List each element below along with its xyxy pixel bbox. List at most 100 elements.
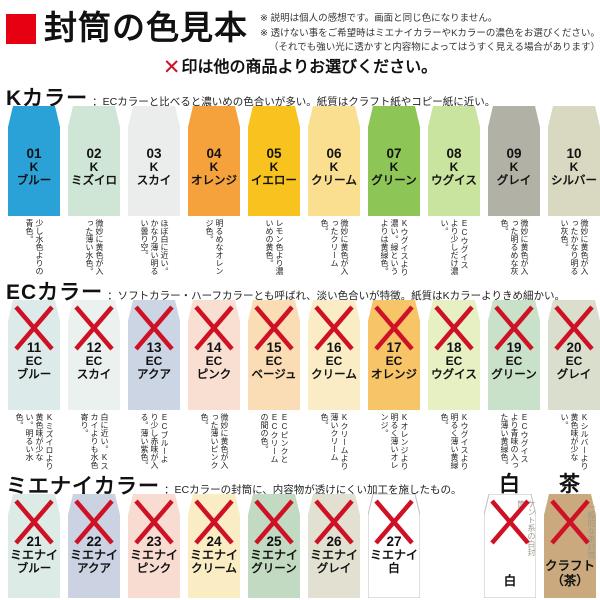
color-swatch: 09 K グレイ 微妙に黄色が入った明るめな灰色。 xyxy=(484,106,544,276)
swatch-color-name: グリーン xyxy=(251,562,297,575)
x-mark-icon xyxy=(134,305,174,351)
color-swatch: 04 K オレンジ 明るめなオレンジ色。 xyxy=(184,106,244,276)
swatch-color-name: ベージュ xyxy=(251,368,297,381)
swatch-label: 20 EC グレイ xyxy=(548,340,600,381)
swatch-label: 24 ミエナイ クリーム xyxy=(188,534,240,575)
swatch-number: 11 xyxy=(26,340,42,355)
x-mark-icon xyxy=(490,499,530,545)
swatch-description: Kウグイスより濃い。緑というよりは黄緑色。 xyxy=(380,219,409,276)
envelope-graphic xyxy=(188,494,240,598)
envelope-graphic xyxy=(188,106,240,216)
swatch-row-k: 01 K ブルー 少し水色よりの青色。 02 K ミズイロ 微妙に黄色が入った薄… xyxy=(0,106,600,276)
envelope-note-vertical: 一般的な茶封筒 xyxy=(587,503,596,559)
swatch-series: K xyxy=(449,160,459,175)
section-title: Kカラー xyxy=(6,87,89,110)
swatch-number: 10 xyxy=(566,146,582,161)
swatch-color-name: アクア xyxy=(77,562,111,575)
note-line: ※ 透けない事をご希望時はミエナイカラーやKカラーの濃色をお選びください。 xyxy=(260,27,600,39)
swatch-description: ECブルーより少し赤味が入る。薄い紫色。 xyxy=(140,413,169,469)
envelope-graphic xyxy=(248,106,300,216)
swatch-number: 06 xyxy=(326,146,342,161)
color-swatch: 03 K スカイ ほぼ白に近い。かなり薄い明るい曇り空。 xyxy=(124,106,184,276)
x-mark-icon xyxy=(314,305,354,351)
swatch-label: 23 ミエナイ ピンク xyxy=(128,534,180,575)
swatch-description: 微妙に黄色が入った薄いピンク色。 xyxy=(200,413,229,469)
swatch-description: 明るめなオレンジ色。 xyxy=(205,219,224,275)
swatch-number: 20 xyxy=(566,340,582,355)
note-line: （それでも強い光に透かすと内容物によってはうすく見える場合があります） xyxy=(269,42,600,54)
envelope-graphic xyxy=(128,494,180,598)
swatch-label: 03 K スカイ xyxy=(128,146,180,187)
swatch-series: K xyxy=(149,160,159,175)
envelope-shape: 27 ミエナイ 白 xyxy=(368,494,420,598)
swatch-series: EC xyxy=(565,354,583,369)
swatch-series: K xyxy=(509,160,519,175)
section-description: ：ECカラーと比べると濃いめの色合いが多い。紙質はクラフト紙やコピー紙に近い。 xyxy=(92,96,496,108)
swatch-description: Kシルバーより黄色味が少ない。 xyxy=(560,413,589,470)
color-swatch: 21 ミエナイ ブルー xyxy=(4,494,64,598)
swatch-color-name: オレンジ xyxy=(191,174,237,187)
swatch-label: 11 EC ブルー xyxy=(8,340,60,381)
envelope-shape: 19 EC グリーン xyxy=(488,300,540,410)
swatch-number: 24 xyxy=(206,534,222,549)
envelope-shape: 06 K クリーム xyxy=(308,106,360,216)
envelope-graphic xyxy=(368,300,420,410)
swatch-label: 26 ミエナイ グレイ xyxy=(308,534,360,575)
x-mark-icon xyxy=(550,499,590,545)
swatch-label: 04 K オレンジ xyxy=(188,146,240,187)
swatch-description: Kミズイロより黄色味が少ない。明るい水色。 xyxy=(15,413,54,470)
swatch-series: ミエナイ xyxy=(369,548,418,563)
envelope-graphic xyxy=(428,106,480,216)
envelope-graphic xyxy=(68,494,120,598)
swatch-row-mienai: 21 ミエナイ ブルー 22 ミエナイ アクア xyxy=(0,494,600,598)
envelope-graphic xyxy=(128,300,180,410)
swatch-color-name: ウグイス xyxy=(431,368,477,381)
section-ec-color: ECカラー ：ソフトカラー・ハーフカラーとも呼ばれ、淡い色合いが特徴。紙質はKカ… xyxy=(0,276,600,470)
swatch-color-name: グレイ xyxy=(556,368,592,381)
swatch-number: 19 xyxy=(506,340,522,355)
swatch-number: 04 xyxy=(206,146,222,161)
swatch-label: 12 EC スカイ xyxy=(68,340,120,381)
swatch-description: 微妙に黄色が入った明るめな灰色。 xyxy=(500,219,529,275)
color-swatch: 19 EC グリーン ECウグイスより青味の入った薄い黄緑色。 xyxy=(484,300,544,470)
color-swatch: 10 K シルバー 微妙に黄色が入ったかなり明るい灰色。 xyxy=(544,106,600,276)
x-mark-icon xyxy=(314,499,354,545)
swatch-color-name: スカイ xyxy=(136,174,172,187)
envelope-graphic xyxy=(8,494,60,598)
swatch-description: Kウグイスより明るく薄い黄緑色。 xyxy=(440,413,469,470)
swatch-series: K xyxy=(389,160,399,175)
swatch-color-name: グレイ xyxy=(496,174,532,187)
swatch-number: 27 xyxy=(386,534,402,549)
envelope-shape: 14 EC ピンク xyxy=(188,300,240,410)
swatch-color-name: グレイ xyxy=(316,562,352,575)
swatch-color-name: ピンク xyxy=(196,368,232,381)
envelope-shape: 09 K グレイ xyxy=(488,106,540,216)
swatch-color-name: スカイ xyxy=(76,368,112,381)
envelope-shape: 25 ミエナイ グリーン xyxy=(248,494,300,598)
swatch-series: EC xyxy=(145,354,163,369)
envelope-shape: 13 EC アクア xyxy=(128,300,180,410)
envelope-shape: 17 EC オレンジ xyxy=(368,300,420,410)
swatch-label: 10 K シルバー xyxy=(548,146,600,187)
swatch-color-name: クリーム xyxy=(311,174,357,187)
swatch-number: 12 xyxy=(86,340,102,355)
color-swatch: 25 ミエナイ グリーン xyxy=(244,494,304,598)
swatch-number: 01 xyxy=(26,146,42,161)
color-swatch: 15 EC ベージュ ECピンクとECクリームの間の色。 xyxy=(244,300,304,470)
swatch-series: EC xyxy=(445,354,463,369)
section-ec-heading: ECカラー ：ソフトカラー・ハーフカラーとも呼ばれ、淡い色合いが特徴。紙質はKカ… xyxy=(0,276,600,304)
swatch-label: 25 ミエナイ グリーン xyxy=(248,534,300,575)
x-mark-icon xyxy=(134,499,174,545)
swatch-label: 06 K クリーム xyxy=(308,146,360,187)
swatch-color-name: オレンジ xyxy=(371,368,417,381)
color-swatch: 16 EC クリーム Kクリームより薄いクリーム色。 xyxy=(304,300,364,470)
section-description: ：ソフトカラー・ハーフカラーとも呼ばれ、淡い色合いが特徴。紙質はKカラーよりきめ… xyxy=(107,290,565,302)
swatch-label: 18 EC ウグイス xyxy=(428,340,480,381)
extra-envelope: ケント系の白封筒 白 xyxy=(480,494,540,598)
envelope-type-label: 白 xyxy=(503,573,517,588)
swatch-number: 26 xyxy=(326,534,342,549)
envelope-type-label: クラフト （茶） xyxy=(544,559,595,588)
swatch-description: ほぼ白に近い。かなり薄い明るい曇り空。 xyxy=(140,219,169,275)
color-swatch: 26 ミエナイ グレイ xyxy=(304,494,364,598)
envelope-shape: 22 ミエナイ アクア xyxy=(68,494,120,598)
